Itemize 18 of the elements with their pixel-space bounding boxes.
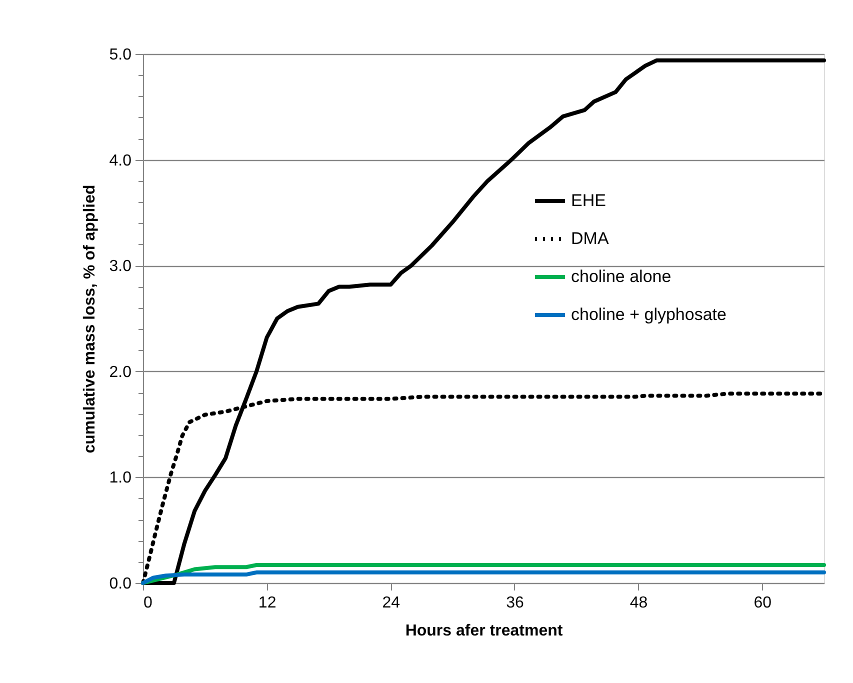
y-axis-title: cumulative mass loss, % of applied [81, 184, 98, 454]
x-tick-label: 24 [382, 594, 400, 612]
y-tick-label: 5.0 [109, 46, 132, 64]
x-tick-label: 48 [630, 594, 648, 612]
x-tick-label: 60 [754, 594, 772, 612]
y-tick-label: 0.0 [109, 576, 132, 592]
x-axis-title: Hours afer treatment [405, 622, 564, 640]
x-tick-label: 36 [506, 594, 524, 612]
y-tick-label: 4.0 [109, 152, 132, 170]
x-tick-label: 12 [258, 594, 276, 612]
legend-label: choline alone [571, 267, 672, 286]
y-tick-label: 3.0 [109, 258, 132, 276]
y-tick-label: 2.0 [109, 364, 132, 381]
legend-label: DMA [571, 229, 610, 248]
x-tick-label: 0 [144, 594, 152, 612]
y-tick-label: 1.0 [109, 470, 132, 487]
legend-label: EHE [571, 191, 606, 210]
legend-label: choline + glyphosate [571, 305, 726, 324]
